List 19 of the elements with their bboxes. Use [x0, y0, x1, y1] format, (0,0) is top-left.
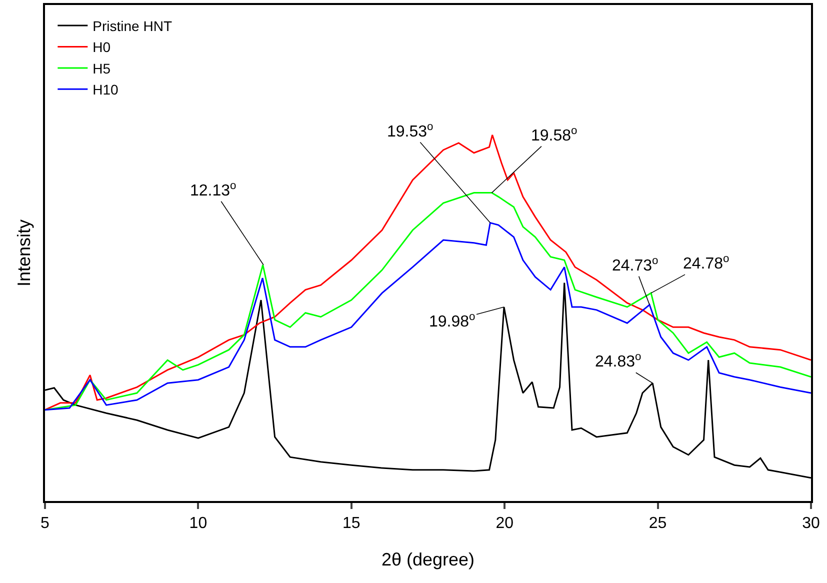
- annotation: 24.78$^{o}$: [683, 253, 730, 273]
- x-tick-label: 20: [496, 514, 514, 532]
- annotation: 24.73$^{o}$: [612, 255, 658, 275]
- annotation: 19.58$^{o}$: [531, 125, 578, 145]
- x-tick-label: 30: [802, 514, 820, 532]
- legend-label: Pristine HNT: [92, 18, 172, 34]
- annotation: 19.53$^{o}$: [387, 121, 434, 141]
- annotation: 12.13$^{o}$: [190, 180, 236, 200]
- y-axis-title: Intensity: [14, 219, 34, 287]
- x-tick-label: 5: [40, 514, 50, 532]
- x-tick-label: 25: [648, 514, 667, 532]
- x-axis-title: 2θ (degree): [381, 550, 475, 570]
- legend-label: H0: [92, 39, 111, 56]
- legend-label: H10: [92, 82, 119, 98]
- annotation: 24.83$^{o}$: [595, 351, 642, 371]
- x-tick-label: 15: [342, 514, 360, 532]
- x-tick-label: 10: [189, 514, 208, 532]
- legend-label: H5: [92, 60, 111, 76]
- annotation: 19.98$^{o}$: [429, 311, 476, 331]
